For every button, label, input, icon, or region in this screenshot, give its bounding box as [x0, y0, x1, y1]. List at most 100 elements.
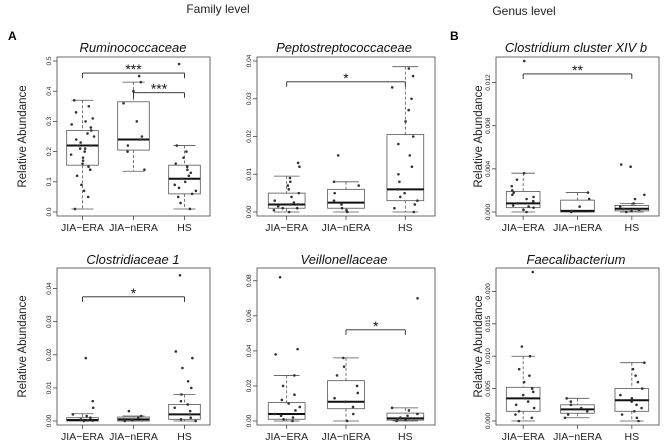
data-point [135, 120, 139, 123]
data-point [619, 393, 622, 397]
data-point [132, 89, 135, 93]
data-point [77, 144, 81, 147]
data-point [276, 205, 280, 208]
data-point [530, 387, 534, 390]
box-2 [560, 192, 595, 213]
data-point [175, 144, 179, 147]
data-point [637, 208, 641, 212]
data-point [273, 199, 277, 202]
data-point [79, 418, 83, 421]
data-point [635, 416, 639, 420]
data-point [89, 144, 93, 147]
data-point [89, 126, 93, 129]
data-point [83, 147, 87, 150]
data-point [407, 409, 411, 412]
panels: Ruminococcaceae Relative Abundance 0.0 0.1 0… [17, 40, 660, 443]
data-point [190, 192, 194, 196]
data-point [180, 177, 183, 181]
data-point [512, 191, 516, 194]
data-point [178, 274, 182, 277]
y-tick-label: 0.004 [485, 160, 492, 177]
data-point [91, 419, 95, 422]
data-point [89, 129, 93, 132]
data-point [525, 210, 528, 214]
data-point [569, 400, 573, 403]
data-point [585, 409, 589, 413]
y-tick-label: 0.4 [46, 86, 53, 95]
data-point [335, 374, 339, 377]
panel-2: Peptostreptococcaceae 0.00 0.01 0.02 0.03 0.0… [246, 40, 436, 234]
data-point [194, 189, 198, 193]
y-tick-label: 0.00 [46, 414, 53, 427]
data-point [515, 178, 519, 181]
data-point [416, 412, 419, 416]
data-point [404, 418, 407, 422]
data-point [514, 413, 517, 416]
box-3 [614, 362, 650, 422]
iqr-box [267, 402, 306, 420]
data-point [131, 419, 134, 422]
significance-label: *** [151, 81, 168, 97]
x-category-label: JIA−ERA [502, 431, 545, 443]
data-point [520, 345, 524, 348]
data-point [580, 406, 583, 410]
data-point [180, 393, 183, 396]
data-point [69, 153, 73, 156]
data-point [643, 193, 646, 197]
data-point [524, 397, 527, 400]
data-point [183, 180, 187, 184]
panel-title: Clostridium cluster XIV b [505, 40, 647, 55]
significance-label: ** [572, 62, 583, 78]
data-point [643, 361, 646, 364]
data-point [137, 74, 141, 78]
data-point [174, 162, 178, 165]
data-point [632, 409, 636, 413]
data-point [87, 105, 91, 108]
data-point [566, 413, 570, 416]
data-point [291, 416, 295, 419]
data-point [531, 270, 535, 274]
y-tick-label: 0.000 [485, 412, 492, 429]
data-point [139, 414, 143, 418]
data-point [340, 206, 344, 210]
iqr-box [386, 134, 425, 202]
data-point [189, 386, 193, 390]
panel-title: Faecalibacterium [527, 252, 626, 267]
data-point [297, 191, 301, 195]
y-tick-label: 0.00 [246, 205, 253, 218]
box-2 [327, 181, 365, 213]
data-point [390, 406, 394, 410]
significance-bracket: ** [522, 62, 633, 79]
data-point [186, 403, 190, 406]
data-point [177, 62, 181, 66]
data-point [84, 120, 87, 123]
data-point [86, 419, 89, 422]
data-point [340, 203, 343, 206]
panel-title: Veillonellaceae [301, 252, 388, 267]
data-point [399, 416, 402, 419]
data-point [288, 176, 292, 180]
data-point [176, 195, 180, 199]
data-point [274, 353, 277, 356]
data-point [298, 165, 301, 168]
data-point [88, 168, 92, 172]
y-tick-label: 0.0 [46, 207, 53, 216]
x-category-label: HS [625, 222, 640, 234]
y-tick-label: 0.005 [485, 380, 492, 397]
data-point [630, 400, 633, 403]
data-point [631, 367, 635, 371]
data-point [82, 189, 86, 193]
data-point [412, 210, 416, 214]
data-point [522, 171, 526, 175]
box-3 [614, 202, 650, 213]
box-2 [117, 81, 150, 172]
data-point [332, 180, 336, 184]
data-point [70, 123, 73, 126]
data-point [287, 188, 291, 191]
significance-label: * [343, 70, 349, 86]
data-point [281, 206, 284, 210]
data-point [281, 384, 285, 388]
data-point [292, 201, 296, 204]
data-point [71, 413, 75, 416]
data-point [336, 154, 340, 157]
